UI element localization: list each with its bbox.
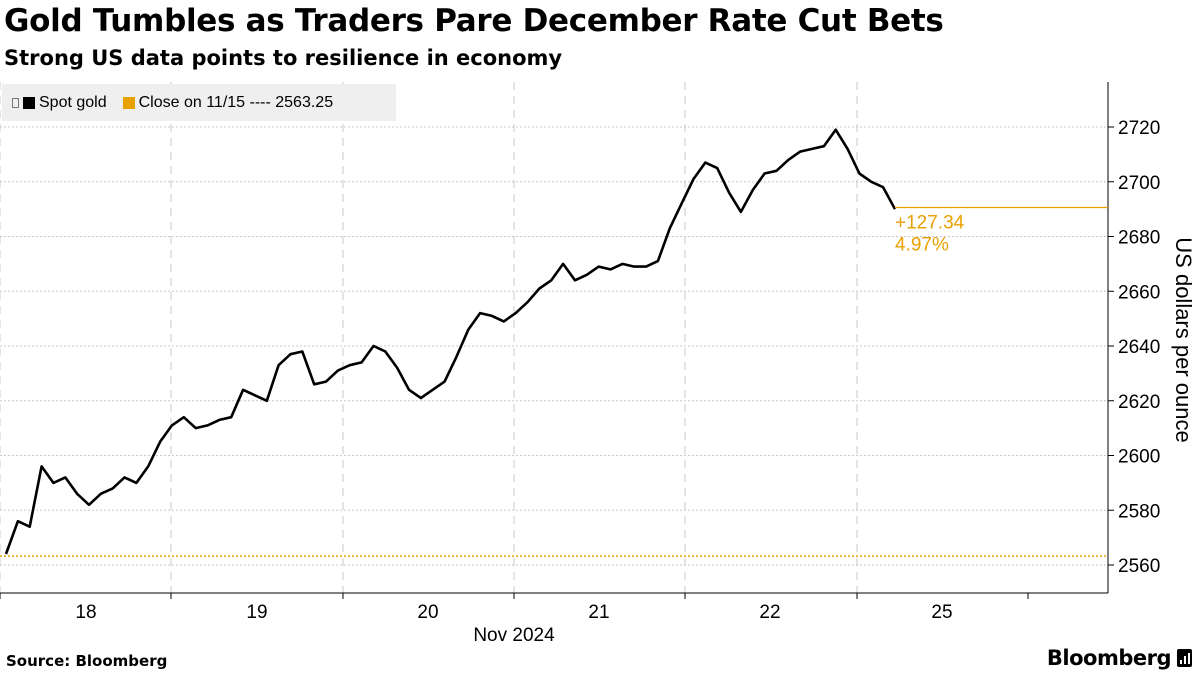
x-axis: 18 19 20 21 22 25 Nov 2024 [0, 592, 1108, 646]
y-axis-label: US dollars per ounce [1171, 237, 1196, 442]
legend-handle-icon[interactable] [12, 97, 19, 108]
annotation-layer: +127.344.97% [895, 206, 1108, 256]
x-tick-label: 25 [931, 602, 952, 623]
y-tick-label: 2700 [1118, 173, 1160, 194]
x-tick-label: 20 [417, 602, 438, 623]
legend-label-close: Close on 11/15 ---- 2563.25 [138, 93, 334, 111]
y-tick-label: 2560 [1118, 556, 1160, 577]
y-tick-label: 2680 [1118, 228, 1160, 249]
y-tick-label: 2600 [1118, 447, 1160, 468]
brand-logo: Bloomberg [1047, 646, 1192, 670]
y-tick-label: 2660 [1118, 282, 1160, 303]
legend-swatch-black [23, 96, 35, 109]
y-tick-label: 2640 [1118, 337, 1160, 358]
x-tick-label: 22 [759, 602, 780, 623]
legend: Spot gold Close on 11/15 ---- 2563.25 [2, 84, 396, 121]
legend-swatch-orange [122, 96, 135, 109]
y-tick-label: 2720 [1118, 118, 1160, 139]
x-axis-label: Nov 2024 [473, 625, 555, 646]
source-note: Source: Bloomberg [6, 652, 168, 670]
y-tick-label: 2580 [1118, 501, 1160, 522]
y-axis: 2560 2580 2600 2620 2640 2660 2680 2700 2720 US d… [1107, 82, 1196, 593]
grid [0, 82, 1108, 593]
x-tick-label: 18 [75, 602, 96, 623]
x-tick-label: 19 [246, 602, 267, 623]
chart-subtitle: Strong US data points to resilience in e… [4, 46, 563, 70]
legend-item-spot-gold[interactable]: Spot gold [23, 94, 107, 112]
annotation-change: +127.34 [895, 213, 965, 234]
y-tick-label: 2620 [1118, 392, 1160, 413]
annotation-percent: 4.97% [895, 235, 949, 256]
chart-title: Gold Tumbles as Traders Pare December Ra… [4, 3, 944, 39]
bloomberg-chart-icon [1177, 649, 1192, 667]
series-layer [4, 128, 897, 555]
series-line-spot-gold [4, 128, 897, 555]
x-tick-label: 21 [588, 602, 609, 623]
legend-item-close[interactable]: Close on 11/15 ---- 2563.25 [122, 93, 334, 112]
legend-label-spot-gold: Spot gold [39, 93, 107, 111]
brand-name: Bloomberg [1046, 646, 1172, 670]
